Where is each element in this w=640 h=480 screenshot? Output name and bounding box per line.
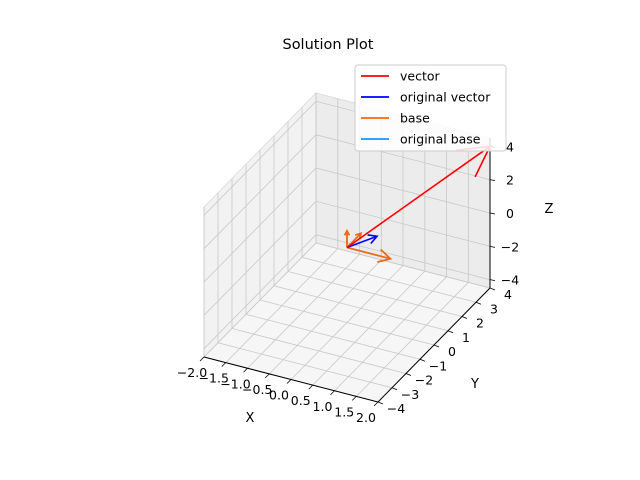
grid-line-y xyxy=(315,93,491,289)
z-tick xyxy=(489,179,496,182)
z-tick xyxy=(489,279,496,282)
z-tick xyxy=(489,245,496,248)
grid-line-y xyxy=(273,135,449,332)
grid-line-y xyxy=(287,121,463,317)
z-tick-label: 4 xyxy=(506,139,514,154)
tick-labels: −2.0−1.5−1.0−0.50.0 0.5 1.0 1.5 2.0−4−3−2−10… xyxy=(177,139,519,425)
z-tick-label: −2 xyxy=(501,239,519,254)
grid-line-z xyxy=(203,234,491,349)
y-tick-label: −1 xyxy=(429,358,447,373)
x-tick-label: −1.5 xyxy=(199,371,229,386)
y-tick-label: 3 xyxy=(490,301,498,316)
y-axis-label: Y xyxy=(470,377,479,392)
legend-label-base: base xyxy=(400,111,430,126)
y-tick xyxy=(419,358,426,362)
x-tick xyxy=(264,373,270,379)
x-tick-label: 0.0 xyxy=(269,388,289,403)
z-tick-label: −4 xyxy=(501,273,519,288)
y-tick-label: 2 xyxy=(476,316,484,331)
arrow-base-0-shaft xyxy=(346,246,391,260)
arrow-base-1-head xyxy=(355,232,363,240)
grid-line-y xyxy=(245,164,421,360)
arrow-base-0 xyxy=(346,246,393,263)
x-axis-label: X xyxy=(246,411,255,426)
x-tick xyxy=(243,367,248,373)
y-tick-label: 0 xyxy=(448,344,456,359)
grid-line-y xyxy=(217,192,393,389)
chart-title: Solution Plot xyxy=(282,37,373,53)
z-tick-label: 2 xyxy=(506,173,514,188)
x-tick-label: 1.0 xyxy=(313,399,333,414)
legend: vector original vector base original base xyxy=(354,64,507,152)
x-tick xyxy=(330,390,335,396)
x-tick xyxy=(373,401,379,407)
grid-line-y xyxy=(259,150,435,346)
y-tick xyxy=(489,287,496,291)
arrow-vector-0-shaft xyxy=(346,145,491,249)
x-tick xyxy=(351,396,357,401)
grid-line-y xyxy=(301,107,477,303)
grid-line-z xyxy=(203,134,491,249)
grid-line-y xyxy=(231,178,407,374)
x-tick xyxy=(286,379,292,384)
data-marks xyxy=(343,145,492,263)
legend-label-vector: vector xyxy=(400,69,441,84)
x-tick-label: −0.5 xyxy=(242,382,272,397)
x-tick-label: −2.0 xyxy=(177,365,207,380)
arrow-original-vector-0-shaft xyxy=(346,235,378,249)
legend-frame xyxy=(354,64,507,152)
arrow-base-2-head xyxy=(343,229,351,236)
y-tick xyxy=(391,387,398,391)
grid-line-z xyxy=(203,200,491,316)
x-tick-label: 0.5 xyxy=(291,393,311,408)
y-tick-label: 4 xyxy=(504,287,512,302)
x-tick xyxy=(308,384,314,390)
y-tick-label: −3 xyxy=(401,387,419,402)
legend-label-original-base: original base xyxy=(400,132,481,147)
y-tick xyxy=(377,401,384,405)
y-tick xyxy=(447,330,454,334)
grid-line-z xyxy=(203,167,491,283)
x-tick-label: −1.0 xyxy=(220,376,250,391)
y-tick-label: −2 xyxy=(415,373,433,388)
x-tick xyxy=(221,362,227,367)
z-axis-label: Z xyxy=(545,202,554,217)
arrow-original-vector-0-head xyxy=(367,234,379,245)
arrow-base-2 xyxy=(343,229,351,248)
y-tick xyxy=(433,344,440,348)
z-tick xyxy=(489,212,496,215)
y-tick-label: 1 xyxy=(462,330,470,345)
arrow-original-vector-0 xyxy=(346,234,379,249)
x-tick-label: 2.0 xyxy=(356,410,376,425)
x-tick xyxy=(199,356,205,362)
y-tick-label: −4 xyxy=(387,401,405,416)
arrow-base-0-head xyxy=(377,248,393,263)
y-tick xyxy=(475,301,482,305)
z-tick-label: 0 xyxy=(506,206,514,221)
y-tick xyxy=(461,316,468,319)
y-tick xyxy=(405,373,412,376)
legend-label-original-vector: original vector xyxy=(400,90,491,105)
x-tick-label: 1.5 xyxy=(334,404,354,419)
